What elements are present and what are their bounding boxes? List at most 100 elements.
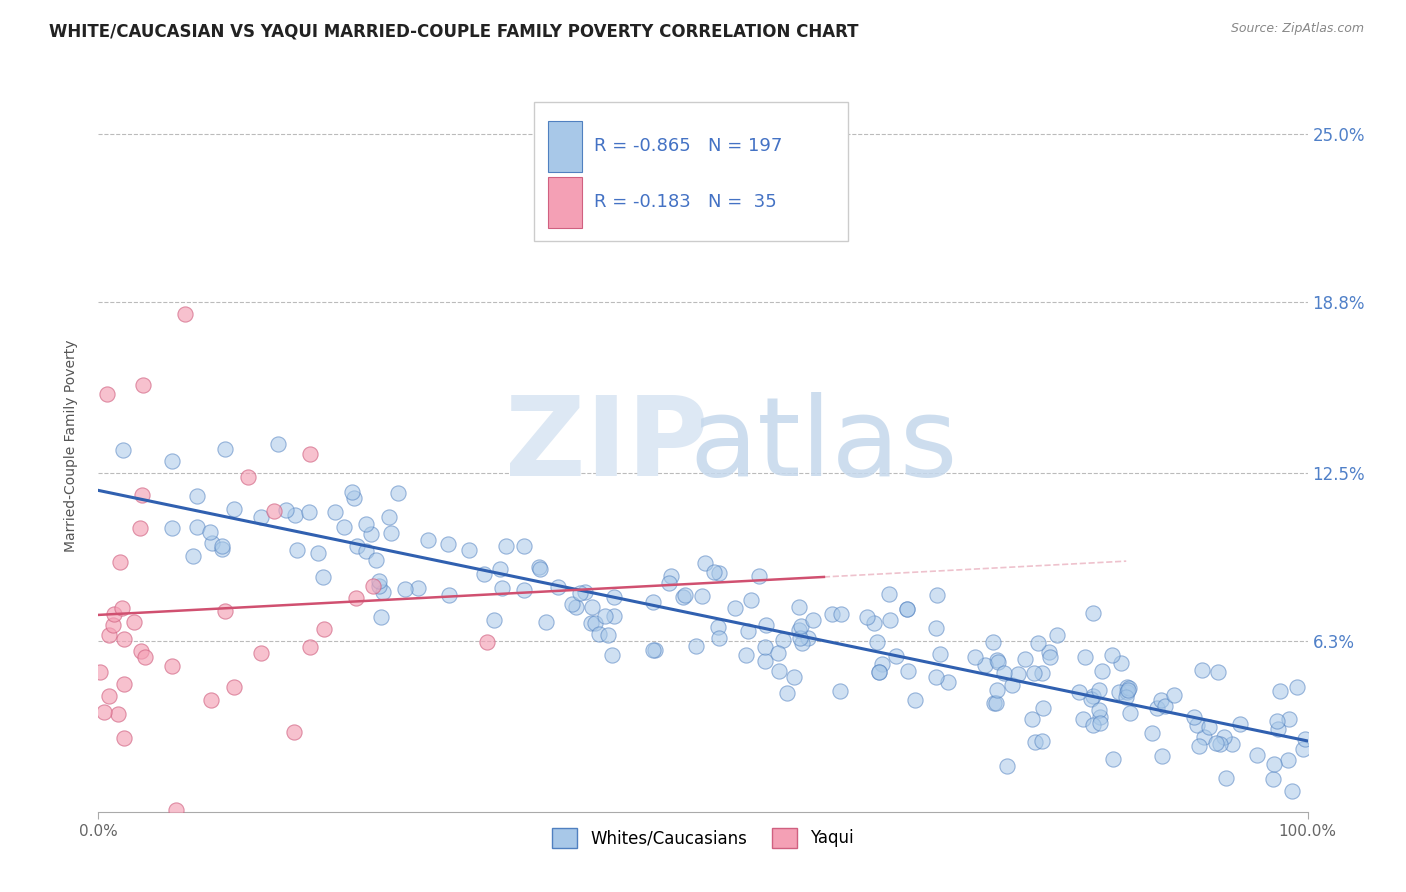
Point — [267, 437, 290, 451]
Point — [361, 579, 384, 593]
Point — [896, 602, 918, 616]
Point — [693, 556, 716, 570]
FancyBboxPatch shape — [534, 103, 848, 241]
Point — [789, 631, 811, 645]
Point — [124, 615, 146, 629]
Point — [1091, 664, 1114, 678]
Point — [343, 491, 366, 505]
Point — [658, 575, 681, 590]
Point — [1119, 706, 1142, 720]
Point — [643, 642, 665, 657]
Point — [1267, 722, 1289, 736]
Point — [1198, 720, 1220, 734]
Point — [884, 649, 907, 664]
Point — [162, 521, 184, 535]
Point — [1080, 692, 1102, 706]
Point — [283, 724, 305, 739]
Point — [1101, 648, 1123, 662]
Point — [307, 546, 329, 560]
Point — [879, 613, 901, 627]
Point — [1213, 730, 1236, 744]
Point — [776, 686, 799, 700]
Point — [673, 588, 696, 602]
Point — [1220, 738, 1243, 752]
Point — [1215, 771, 1237, 785]
Point — [593, 609, 616, 624]
Point — [1118, 681, 1140, 696]
Point — [986, 696, 1008, 710]
Point — [437, 588, 460, 602]
Point — [755, 618, 778, 632]
Point — [588, 626, 610, 640]
Point — [97, 628, 120, 642]
Point — [1081, 606, 1104, 620]
Point — [1246, 748, 1268, 763]
Point — [1281, 784, 1303, 798]
Point — [1038, 644, 1060, 658]
Point — [96, 386, 118, 401]
Point — [285, 542, 308, 557]
Point — [373, 585, 395, 599]
Point — [346, 539, 368, 553]
Point — [659, 569, 682, 583]
Point — [830, 683, 852, 698]
Point — [103, 607, 125, 621]
Point — [131, 488, 153, 502]
Point — [1294, 731, 1316, 746]
Point — [685, 639, 707, 653]
Point — [789, 623, 811, 637]
Point — [1187, 718, 1209, 732]
Legend: Whites/Caucasians, Yaqui: Whites/Caucasians, Yaqui — [546, 821, 860, 855]
Point — [474, 567, 496, 582]
Point — [333, 520, 356, 534]
Point — [547, 580, 569, 594]
Point — [740, 592, 762, 607]
Point — [790, 619, 813, 633]
Point — [585, 615, 607, 630]
Point — [925, 670, 948, 684]
Point — [1032, 700, 1054, 714]
Point — [574, 584, 596, 599]
Point — [129, 644, 152, 658]
Point — [263, 504, 285, 518]
Point — [748, 569, 770, 583]
Point — [1205, 736, 1227, 750]
Point — [737, 624, 759, 638]
Point — [644, 642, 666, 657]
Point — [475, 635, 498, 649]
Point — [360, 527, 382, 541]
Point — [981, 635, 1004, 649]
Point — [821, 607, 844, 621]
Point — [458, 543, 481, 558]
Point — [754, 654, 776, 668]
Point — [214, 604, 236, 618]
Point — [561, 597, 583, 611]
Y-axis label: Married-Couple Family Poverty: Married-Couple Family Poverty — [63, 340, 77, 552]
Point — [489, 562, 512, 576]
Text: ZIP: ZIP — [505, 392, 709, 500]
Point — [1150, 693, 1173, 707]
Point — [380, 526, 402, 541]
Point — [1146, 700, 1168, 714]
Point — [581, 600, 603, 615]
Point — [672, 590, 695, 604]
Point — [211, 542, 233, 557]
Point — [214, 442, 236, 456]
Point — [993, 665, 1015, 680]
Point — [1088, 710, 1111, 724]
Point — [1090, 715, 1112, 730]
Text: R = -0.865   N = 197: R = -0.865 N = 197 — [595, 137, 783, 155]
Point — [1074, 649, 1097, 664]
Point — [963, 649, 986, 664]
Point — [312, 622, 335, 636]
Point — [186, 519, 208, 533]
Point — [690, 589, 713, 603]
Point — [995, 758, 1018, 772]
Point — [97, 689, 120, 703]
Point — [1229, 716, 1251, 731]
Point — [1102, 752, 1125, 766]
FancyBboxPatch shape — [548, 120, 582, 171]
Text: WHITE/CAUCASIAN VS YAQUI MARRIED-COUPLE FAMILY POVERTY CORRELATION CHART: WHITE/CAUCASIAN VS YAQUI MARRIED-COUPLE … — [49, 22, 859, 40]
Point — [236, 470, 259, 484]
Point — [534, 615, 557, 630]
